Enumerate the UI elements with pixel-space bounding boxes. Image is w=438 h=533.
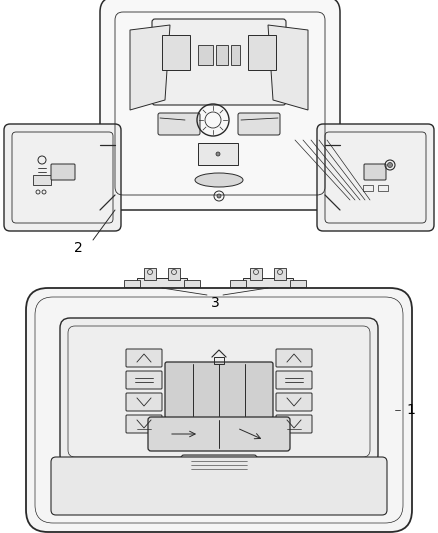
FancyBboxPatch shape [126, 371, 162, 389]
Bar [168, 268, 180, 280]
FancyBboxPatch shape [148, 417, 290, 451]
Bar [274, 268, 286, 280]
Bar [184, 280, 200, 287]
Bar [363, 185, 373, 191]
FancyBboxPatch shape [126, 349, 162, 367]
FancyBboxPatch shape [126, 415, 162, 433]
Polygon shape [130, 25, 170, 110]
Circle shape [388, 163, 392, 167]
FancyBboxPatch shape [152, 19, 286, 105]
FancyBboxPatch shape [276, 371, 312, 389]
FancyBboxPatch shape [276, 393, 312, 411]
Text: 3: 3 [211, 296, 219, 310]
Bar [243, 278, 293, 288]
Bar [137, 278, 187, 288]
Bar [230, 280, 246, 287]
FancyBboxPatch shape [364, 164, 386, 180]
Bar [216, 45, 228, 65]
Bar [248, 35, 276, 70]
FancyBboxPatch shape [4, 124, 121, 231]
Polygon shape [268, 25, 308, 110]
FancyBboxPatch shape [126, 393, 162, 411]
Bar [231, 45, 240, 65]
FancyBboxPatch shape [26, 288, 412, 532]
FancyBboxPatch shape [60, 318, 378, 465]
Bar [198, 143, 238, 165]
FancyBboxPatch shape [51, 457, 387, 515]
Bar [124, 280, 140, 287]
Text: 2: 2 [74, 241, 82, 255]
Bar [290, 280, 306, 287]
FancyBboxPatch shape [158, 113, 200, 135]
FancyBboxPatch shape [276, 415, 312, 433]
Circle shape [216, 152, 220, 156]
Bar [378, 185, 388, 191]
Bar [250, 268, 262, 280]
Text: 1: 1 [406, 403, 415, 417]
Bar [144, 268, 156, 280]
FancyBboxPatch shape [165, 362, 273, 418]
Bar [214, 357, 224, 364]
FancyBboxPatch shape [51, 164, 75, 180]
Bar [198, 45, 213, 65]
Bar [33, 175, 51, 185]
FancyBboxPatch shape [276, 349, 312, 367]
Bar [162, 35, 190, 70]
FancyBboxPatch shape [238, 113, 280, 135]
Circle shape [217, 194, 221, 198]
Ellipse shape [195, 173, 243, 187]
FancyBboxPatch shape [100, 0, 340, 210]
FancyBboxPatch shape [317, 124, 434, 231]
FancyBboxPatch shape [181, 455, 257, 475]
